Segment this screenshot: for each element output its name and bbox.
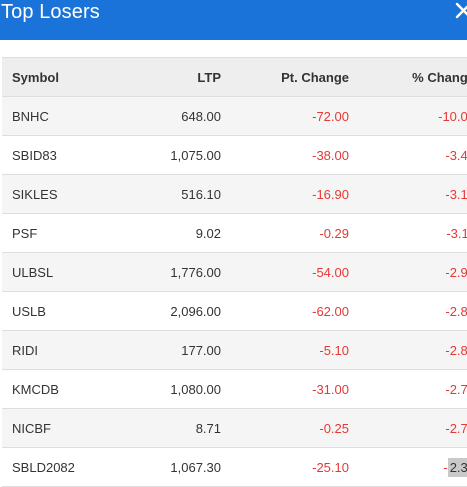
column-header-ltp[interactable]: LTP <box>125 57 221 97</box>
column-header-pt-change[interactable]: Pt. Change <box>221 57 349 97</box>
ltp-cell: 1,067.30 <box>125 447 221 487</box>
symbol-cell[interactable]: SIKLES <box>2 174 125 214</box>
symbol-cell[interactable]: SBLD2082 <box>2 447 125 487</box>
symbol-cell[interactable]: PSF <box>2 213 125 253</box>
pt-change-cell: -5.10 <box>221 330 349 370</box>
table-header-row: Symbol LTP Pt. Change % Change <box>2 57 467 97</box>
pct-change-sign: - <box>443 459 448 475</box>
table-row[interactable]: RIDI 177.00 -5.10 -2.80 <box>2 330 467 370</box>
ltp-cell: 177.00 <box>125 330 221 370</box>
column-header-pct-change[interactable]: % Change <box>349 57 467 97</box>
selected-text-highlight: 2.30 <box>447 457 467 477</box>
close-icon[interactable] <box>453 2 467 20</box>
table-row[interactable]: SBLD2082 1,067.30 -25.10 -2.30 <box>2 447 467 487</box>
ltp-cell: 1,080.00 <box>125 369 221 409</box>
pct-change-cell: -3.11 <box>349 213 467 253</box>
pt-change-cell: -0.25 <box>221 408 349 448</box>
pt-change-cell: -31.00 <box>221 369 349 409</box>
pct-change-cell: -3.41 <box>349 135 467 175</box>
pt-change-cell: -16.90 <box>221 174 349 214</box>
symbol-cell[interactable]: RIDI <box>2 330 125 370</box>
pt-change-cell: -25.10 <box>221 447 349 487</box>
pct-change-cell: -2.87 <box>349 291 467 331</box>
symbol-cell[interactable]: SBID83 <box>2 135 125 175</box>
symbol-cell[interactable]: NICBF <box>2 408 125 448</box>
pt-change-cell: -62.00 <box>221 291 349 331</box>
ltp-cell: 2,096.00 <box>125 291 221 331</box>
ltp-cell: 516.10 <box>125 174 221 214</box>
page-title: Top Losers <box>1 1 100 23</box>
pt-change-cell: -54.00 <box>221 252 349 292</box>
table-row[interactable]: USLB 2,096.00 -62.00 -2.87 <box>2 291 467 331</box>
table-row[interactable]: SIKLES 516.10 -16.90 -3.17 <box>2 174 467 214</box>
ltp-cell: 1,776.00 <box>125 252 221 292</box>
table-row[interactable]: BNHC 648.00 -72.00 -10.00 <box>2 96 467 136</box>
ltp-cell: 648.00 <box>125 96 221 136</box>
pct-change-cell: -2.80 <box>349 330 467 370</box>
pct-change-cell: -2.79 <box>349 408 467 448</box>
pt-change-cell: -72.00 <box>221 96 349 136</box>
table-row[interactable]: ULBSL 1,776.00 -54.00 -2.95 <box>2 252 467 292</box>
table-row[interactable]: KMCDB 1,080.00 -31.00 -2.79 <box>2 369 467 409</box>
table-row[interactable]: NICBF 8.71 -0.25 -2.79 <box>2 408 467 448</box>
ltp-cell: 9.02 <box>125 213 221 253</box>
top-losers-table: Symbol LTP Pt. Change % Change BNHC 648.… <box>2 57 467 487</box>
table-row[interactable]: PSF 9.02 -0.29 -3.11 <box>2 213 467 253</box>
symbol-cell[interactable]: KMCDB <box>2 369 125 409</box>
header-bar: Top Losers <box>0 0 467 40</box>
pct-change-cell: -2.30 <box>349 447 467 487</box>
table-row[interactable]: SBID83 1,075.00 -38.00 -3.41 <box>2 135 467 175</box>
symbol-cell[interactable]: ULBSL <box>2 252 125 292</box>
column-header-symbol[interactable]: Symbol <box>2 57 125 97</box>
symbol-cell[interactable]: USLB <box>2 291 125 331</box>
pt-change-cell: -0.29 <box>221 213 349 253</box>
pct-change-cell: -2.95 <box>349 252 467 292</box>
pt-change-cell: -38.00 <box>221 135 349 175</box>
ltp-cell: 8.71 <box>125 408 221 448</box>
pct-change-cell: -10.00 <box>349 96 467 136</box>
symbol-cell[interactable]: BNHC <box>2 96 125 136</box>
pct-change-cell: -3.17 <box>349 174 467 214</box>
pct-change-cell: -2.79 <box>349 369 467 409</box>
ltp-cell: 1,075.00 <box>125 135 221 175</box>
